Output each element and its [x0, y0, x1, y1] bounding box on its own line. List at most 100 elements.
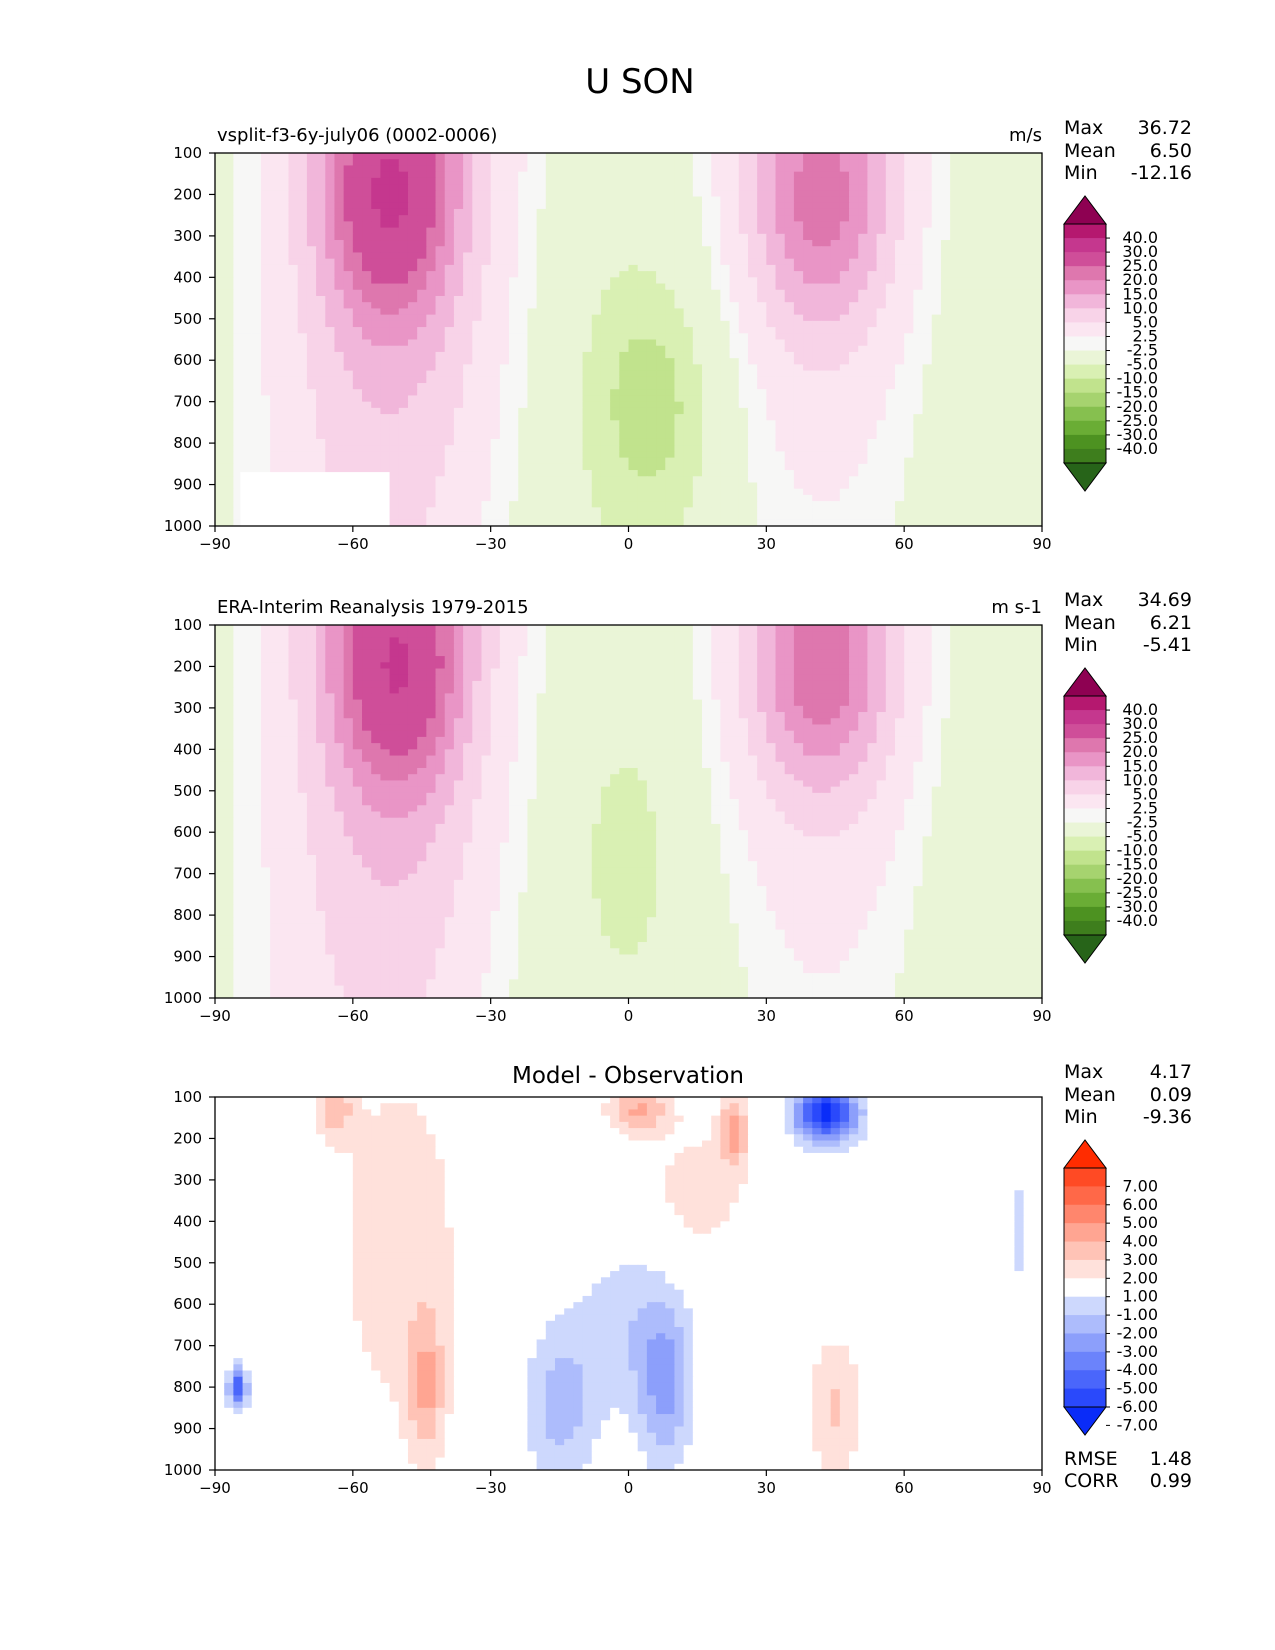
- contour-cell: [490, 438, 501, 446]
- contour-cell: [665, 395, 676, 403]
- contour-cell: [398, 308, 409, 316]
- contour-cell: [564, 370, 574, 378]
- contour-cell: [481, 320, 492, 328]
- contour-cell: [1023, 159, 1034, 167]
- contour-cell: [499, 351, 510, 359]
- contour-cell: [527, 283, 538, 291]
- contour-cell: [279, 457, 290, 465]
- contour-cell: [747, 196, 758, 204]
- contour-cell: [729, 252, 740, 260]
- contour-cell: [407, 196, 418, 204]
- contour-cell: [518, 420, 529, 428]
- contour-cell: [894, 196, 905, 204]
- contour-cell: [591, 277, 602, 285]
- contour-cell: [793, 264, 804, 272]
- contour-cell: [288, 177, 299, 185]
- contour-cell: [573, 401, 584, 409]
- contour-cell: [830, 221, 841, 229]
- contour-cell: [380, 153, 391, 160]
- contour-cell: [426, 333, 437, 341]
- contour-cell: [702, 289, 712, 297]
- contour-cell: [876, 383, 887, 390]
- contour-cell: [803, 345, 813, 353]
- contour-cell: [665, 240, 676, 247]
- contour-cell: [407, 295, 418, 303]
- contour-cell: [885, 438, 896, 446]
- contour-cell: [270, 277, 280, 285]
- contour-cell: [398, 221, 409, 229]
- contour-cell: [849, 432, 859, 440]
- contour-cell: [509, 227, 519, 235]
- contour-cell: [554, 370, 565, 378]
- contour-cell: [922, 302, 933, 310]
- contour-cell: [251, 246, 262, 254]
- contour-cell: [683, 370, 694, 378]
- contour-cell: [490, 314, 501, 322]
- contour-cell: [600, 202, 611, 210]
- contour-cell: [435, 407, 446, 415]
- contour-cell: [573, 215, 584, 222]
- contour-cell: [306, 196, 317, 204]
- contour-cell: [398, 159, 409, 167]
- contour-cell: [977, 345, 988, 353]
- contour-cell: [628, 463, 639, 471]
- contour-cell: [784, 327, 795, 334]
- contour-cell: [775, 358, 786, 365]
- contour-cell: [1014, 457, 1025, 465]
- contour-cell: [904, 414, 914, 421]
- contour-cell: [334, 426, 345, 434]
- contour-cell: [986, 227, 997, 235]
- contour-cell: [931, 221, 942, 229]
- contour-cell: [463, 445, 473, 452]
- contour-cell: [398, 153, 409, 160]
- contour-cell: [821, 202, 832, 210]
- contour-cell: [270, 153, 280, 160]
- contour-cell: [858, 184, 869, 191]
- contour-cell: [343, 308, 354, 316]
- contour-cell: [729, 345, 740, 353]
- contour-cell: [481, 482, 492, 490]
- contour-cell: [913, 233, 924, 241]
- contour-cell: [1032, 302, 1042, 310]
- contour-cell: [692, 389, 703, 397]
- contour-cell: [334, 258, 345, 266]
- contour-cell: [509, 376, 519, 384]
- contour-cell: [325, 246, 336, 254]
- contour-cell: [417, 333, 427, 341]
- contour-cell: [398, 314, 409, 322]
- contour-cell: [435, 494, 446, 502]
- contour-cell: [242, 240, 253, 247]
- contour-cell: [793, 476, 804, 484]
- contour-cell: [334, 376, 345, 384]
- contour-cell: [499, 451, 510, 459]
- contour-cell: [849, 258, 859, 266]
- contour-cell: [619, 271, 630, 278]
- contour-cell: [1032, 165, 1042, 173]
- contour-cell: [362, 246, 372, 254]
- contour-cell: [490, 351, 501, 359]
- contour-cell: [371, 227, 381, 235]
- contour-cell: [270, 320, 280, 328]
- contour-cell: [362, 333, 372, 341]
- contour-cell: [490, 463, 501, 471]
- contour-cell: [334, 196, 345, 204]
- contour-cell: [775, 184, 786, 191]
- contour-cell: [637, 165, 648, 173]
- contour-cell: [922, 482, 933, 490]
- contour-cell: [325, 320, 336, 328]
- contour-cell: [499, 184, 510, 191]
- contour-cell: [325, 327, 336, 334]
- contour-cell: [591, 407, 602, 415]
- contour-cell: [665, 202, 676, 210]
- contour-cell: [343, 202, 354, 210]
- contour-cell: [573, 208, 584, 216]
- contour-cell: [950, 451, 960, 459]
- contour-cell: [922, 351, 933, 359]
- contour-cell: [435, 202, 446, 210]
- contour-cell: [610, 289, 620, 297]
- contour-cell: [371, 457, 381, 465]
- contour-cell: [619, 420, 630, 428]
- contour-cell: [582, 153, 593, 160]
- contour-cell: [904, 482, 914, 490]
- contour-cell: [656, 482, 666, 490]
